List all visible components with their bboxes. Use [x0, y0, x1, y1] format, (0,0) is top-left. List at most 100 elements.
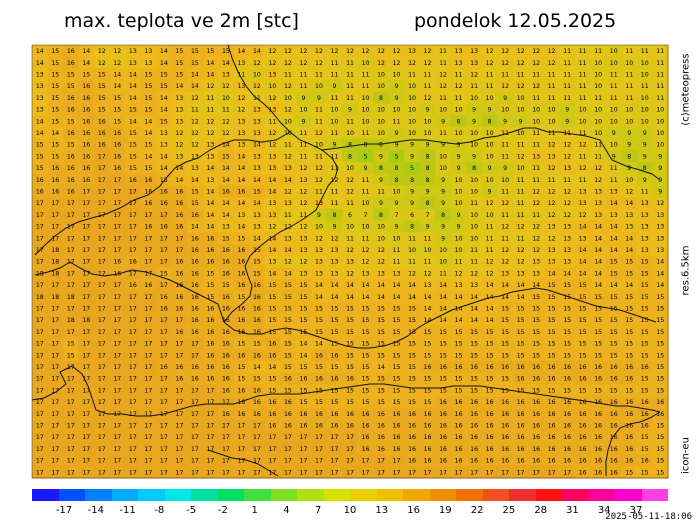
temperature-cell: [373, 162, 390, 175]
temperature-value: 10: [393, 235, 401, 242]
temperature-value: 16: [160, 306, 168, 313]
temperature-value: 16: [517, 458, 525, 465]
temperature-value: 15: [439, 376, 447, 383]
temperature-value: 10: [393, 71, 401, 78]
temperature-value: 15: [563, 352, 571, 359]
colorbar-tick-label: -8: [154, 505, 165, 516]
temperature-cell: [125, 103, 142, 116]
temperature-cell: [404, 68, 421, 81]
temperature-value: 17: [129, 212, 137, 219]
temperature-value: 14: [610, 235, 618, 242]
temperature-value: 13: [36, 95, 44, 102]
temperature-value: 15: [237, 376, 245, 383]
temperature-cell: [528, 56, 545, 69]
temperature-cell: [94, 91, 111, 105]
temperature-value: 17: [82, 364, 90, 371]
temperature-value: 12: [253, 83, 261, 90]
temperature-cell: [326, 56, 343, 69]
temperature-value: 12: [563, 212, 571, 219]
colorbar-tick-label: 4: [283, 505, 290, 516]
temperature-value: 11: [300, 71, 308, 78]
temperature-cell: [605, 126, 623, 140]
temperature-value: 17: [113, 235, 121, 242]
temperature-value: 16: [237, 317, 245, 324]
temperature-value: 10: [455, 200, 463, 207]
temperature-value: 12: [501, 48, 509, 55]
temperature-value: 17: [175, 341, 183, 348]
temperature-value: 9: [441, 177, 445, 184]
temperature-value: 17: [36, 282, 44, 289]
colorbar-tick-label: 16: [407, 505, 420, 516]
colorbar-tick-label: -5: [186, 505, 197, 516]
temperature-value: 18: [51, 270, 59, 277]
temperature-value: 17: [470, 469, 478, 476]
temperature-value: 14: [594, 247, 602, 254]
temperature-value: 15: [470, 341, 478, 348]
temperature-cell: [559, 68, 576, 81]
temperature-value: 14: [610, 247, 618, 254]
temperature-value: 16: [532, 458, 540, 465]
temperature-value: 17: [144, 212, 152, 219]
temperature-value: 15: [563, 306, 571, 313]
temperature-value: 15: [362, 352, 370, 359]
temperature-cell: [404, 80, 421, 93]
temperature-value: 17: [160, 423, 168, 430]
temperature-value: 11: [455, 71, 463, 78]
temperature-cell: [357, 80, 374, 93]
colorbar-tick-label: 31: [566, 505, 579, 516]
temperature-value: 16: [82, 165, 90, 172]
temperature-value: 8: [395, 177, 399, 184]
temperature-cell: [357, 115, 374, 128]
temperature-value: 12: [486, 259, 494, 266]
colorbar-segment: [535, 489, 562, 501]
temperature-value: 12: [548, 200, 556, 207]
temperature-value: 11: [486, 71, 494, 78]
temperature-value: 12: [237, 95, 245, 102]
temperature-value: 15: [501, 352, 509, 359]
temperature-value: 16: [563, 423, 571, 430]
temperature-cell: [202, 68, 219, 81]
temperature-value: 12: [501, 259, 509, 266]
temperature-cell: [109, 45, 126, 58]
temperature-value: 17: [113, 329, 121, 336]
temperature-value: 14: [36, 48, 44, 55]
temperature-value: 10: [579, 118, 587, 125]
temperature-cell: [63, 173, 80, 187]
temperature-value: 15: [284, 341, 292, 348]
temperature-value: 17: [51, 341, 59, 348]
temperature-cell: [156, 103, 173, 116]
temperature-value: 8: [426, 177, 430, 184]
temperature-value: 13: [160, 142, 168, 149]
temperature-cell: [404, 56, 421, 69]
temperature-value: 17: [393, 458, 401, 465]
temperature-value: 15: [656, 341, 664, 348]
temperature-value: 15: [191, 48, 199, 55]
temperature-cell: [326, 126, 343, 140]
temperature-value: 14: [160, 48, 168, 55]
temperature-cell: [218, 173, 235, 187]
temperature-value: 17: [98, 423, 106, 430]
temperature-cell: [605, 68, 623, 81]
temperature-cell: [466, 173, 483, 187]
temperature-cell: [94, 45, 111, 58]
temperature-value: 13: [300, 235, 308, 242]
temperature-cell: [156, 126, 173, 140]
temperature-value: 13: [532, 259, 540, 266]
temperature-value: 16: [424, 458, 432, 465]
temperature-value: 17: [160, 352, 168, 359]
temperature-value: 9: [301, 95, 305, 102]
temperature-cell: [280, 173, 297, 187]
temperature-value: 10: [641, 60, 649, 67]
temperature-value: 16: [82, 177, 90, 184]
temperature-value: 11: [641, 83, 649, 90]
temperature-value: 11: [579, 60, 587, 67]
temperature-value: 15: [641, 282, 649, 289]
temperature-value: 10: [486, 130, 494, 137]
temperature-cell: [466, 162, 483, 175]
temperature-cell: [481, 91, 498, 105]
temperature-cell: [528, 162, 545, 175]
temperature-value: 8: [441, 212, 445, 219]
temperature-value: 15: [144, 83, 152, 90]
temperature-value: 16: [175, 364, 183, 371]
temperature-value: 11: [315, 188, 323, 195]
